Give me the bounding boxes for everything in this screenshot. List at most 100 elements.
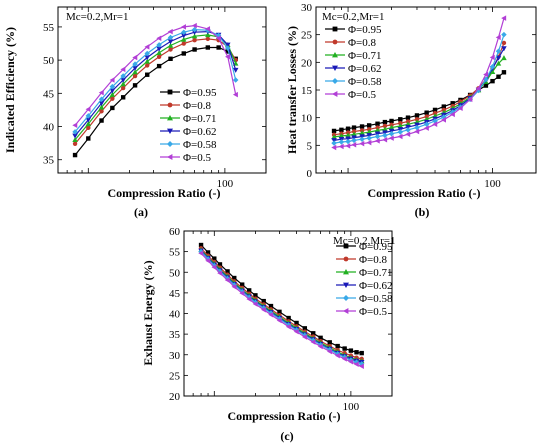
legend: Φ=0.95Φ=0.8Φ=0.71Φ=0.62Φ=0.58Φ=0.5: [325, 24, 382, 101]
data-point: [85, 106, 91, 113]
y-tick-label: 35: [43, 155, 55, 167]
data-point: [246, 288, 252, 293]
legend-marker: [167, 141, 173, 147]
data-point: [441, 117, 446, 123]
data-point: [72, 129, 78, 135]
data-point: [85, 117, 92, 123]
data-point: [326, 348, 332, 355]
data-point: [457, 105, 463, 112]
legend-label: Φ=0.58: [359, 293, 393, 305]
legend-label: Φ=0.8: [359, 254, 387, 266]
x-axis-title: Compression Ratio (-): [107, 186, 220, 200]
data-point: [432, 111, 438, 116]
data-point: [414, 113, 420, 118]
data-point: [441, 104, 446, 109]
data-point: [374, 138, 380, 144]
data-point: [225, 54, 230, 60]
data-point: [467, 96, 473, 103]
data-point: [181, 29, 187, 35]
y-axis-title: Heat transfer Losses (%): [285, 26, 299, 154]
data-point: [366, 123, 372, 128]
data-point: [414, 128, 420, 135]
legend-label: Φ=0.71: [348, 50, 382, 62]
legend-label: Φ=0.58: [348, 76, 382, 88]
data-point: [374, 127, 381, 133]
legend-marker: [332, 78, 338, 84]
data-point: [98, 101, 105, 107]
data-point: [375, 125, 380, 130]
data-point: [261, 298, 266, 304]
legend-marker: [332, 52, 338, 58]
legend-marker: [332, 65, 338, 71]
data-point: [286, 315, 291, 321]
data-point: [109, 83, 116, 90]
data-point: [345, 143, 351, 149]
data-point: [145, 63, 150, 68]
y-tick-label: 55: [169, 247, 181, 259]
legend-label: Φ=0.62: [348, 63, 382, 75]
parameter-annotation: Mc=0.2,Mr=1: [333, 235, 396, 247]
legend-marker: [167, 102, 173, 108]
data-point: [359, 350, 364, 356]
data-point: [168, 47, 173, 52]
data-point: [156, 42, 162, 48]
data-point: [351, 131, 357, 137]
data-point: [398, 117, 403, 122]
data-point: [211, 264, 217, 271]
data-point: [205, 257, 211, 264]
data-point: [501, 31, 507, 38]
data-point: [302, 326, 308, 331]
panel-label: (c): [280, 429, 293, 443]
data-point: [496, 74, 501, 79]
y-tick-label: 55: [43, 22, 55, 34]
parameter-annotation: Mc=0.2,Mr=1: [322, 11, 385, 23]
y-tick-label: 45: [43, 88, 55, 100]
data-point: [120, 66, 126, 73]
series-1: [331, 70, 507, 134]
data-point: [120, 77, 126, 83]
data-point: [327, 340, 332, 345]
data-point: [450, 101, 455, 106]
data-point: [167, 34, 174, 41]
plot-frame: [57, 6, 267, 174]
data-point: [285, 323, 291, 330]
legend-marker: [332, 91, 338, 97]
y-tick-label: 50: [169, 267, 181, 279]
data-point: [144, 58, 150, 64]
data-point: [144, 44, 150, 50]
data-point: [120, 81, 126, 87]
legend-marker: [332, 39, 338, 45]
data-point: [483, 71, 489, 78]
data-point: [405, 115, 411, 120]
data-point: [181, 41, 186, 46]
y-tick-label: 10: [301, 113, 313, 125]
data-point: [366, 129, 372, 135]
data-point: [351, 129, 357, 134]
series-1: [198, 242, 364, 356]
data-point: [432, 121, 438, 128]
y-tick-label: 45: [169, 288, 181, 300]
x-axis-title: Compression Ratio (-): [367, 186, 480, 200]
data-point: [72, 137, 78, 142]
data-point: [98, 96, 105, 103]
data-point: [268, 311, 274, 318]
legend-label: Φ=0.5: [359, 306, 387, 318]
legend-label: Φ=0.62: [183, 126, 217, 138]
data-point: [132, 65, 138, 71]
data-point: [302, 334, 308, 340]
data-point: [98, 104, 105, 110]
data-point: [348, 359, 354, 365]
data-point: [145, 72, 150, 77]
data-point: [191, 26, 198, 33]
legend-label: Φ=0.71: [359, 267, 393, 279]
data-point: [132, 83, 138, 88]
data-point: [144, 55, 150, 61]
data-point: [310, 339, 316, 345]
x-tick-label: 100: [343, 401, 360, 413]
data-point: [354, 350, 359, 355]
data-point: [388, 135, 394, 141]
data-point: [205, 32, 211, 38]
data-point: [191, 30, 198, 35]
data-point: [341, 356, 347, 362]
